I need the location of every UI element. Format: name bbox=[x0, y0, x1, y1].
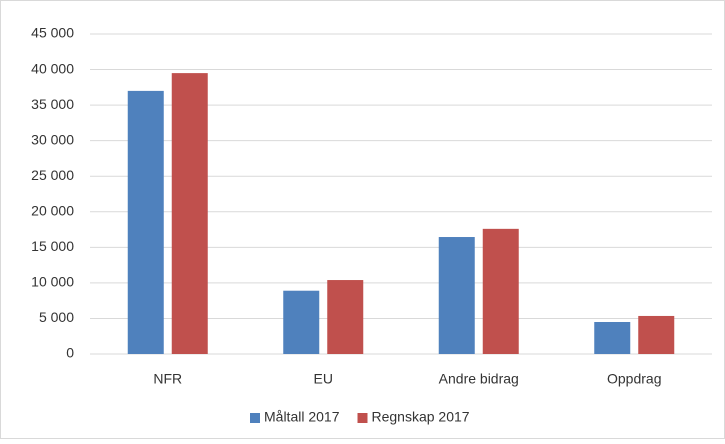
y-tick-label: 5 000 bbox=[39, 309, 74, 325]
y-tick-label: 30 000 bbox=[31, 131, 74, 147]
y-tick-label: 15 000 bbox=[31, 238, 74, 254]
legend-label: Regnskap 2017 bbox=[372, 409, 470, 425]
legend-swatch bbox=[357, 413, 368, 423]
bar bbox=[327, 280, 364, 354]
y-tick-label: 20 000 bbox=[31, 202, 74, 218]
bar bbox=[594, 322, 631, 354]
bar bbox=[171, 73, 208, 354]
y-tick-label: 0 bbox=[66, 345, 74, 361]
y-tick-label: 35 000 bbox=[31, 96, 74, 112]
x-tick-label: Oppdrag bbox=[607, 371, 661, 387]
bar bbox=[127, 90, 164, 354]
bar bbox=[283, 290, 320, 354]
legend-label: Måltall 2017 bbox=[264, 409, 340, 425]
bar bbox=[482, 228, 519, 354]
bar bbox=[438, 237, 475, 354]
x-tick-label: NFR bbox=[153, 371, 182, 387]
x-tick-label: Andre bidrag bbox=[439, 371, 519, 387]
y-tick-label: 10 000 bbox=[31, 274, 74, 290]
x-tick-label: EU bbox=[314, 371, 333, 387]
legend-swatch bbox=[250, 413, 260, 423]
bar bbox=[638, 315, 675, 354]
y-tick-label: 40 000 bbox=[31, 60, 74, 76]
y-tick-label: 25 000 bbox=[31, 167, 74, 183]
y-tick-label: 45 000 bbox=[31, 25, 74, 41]
